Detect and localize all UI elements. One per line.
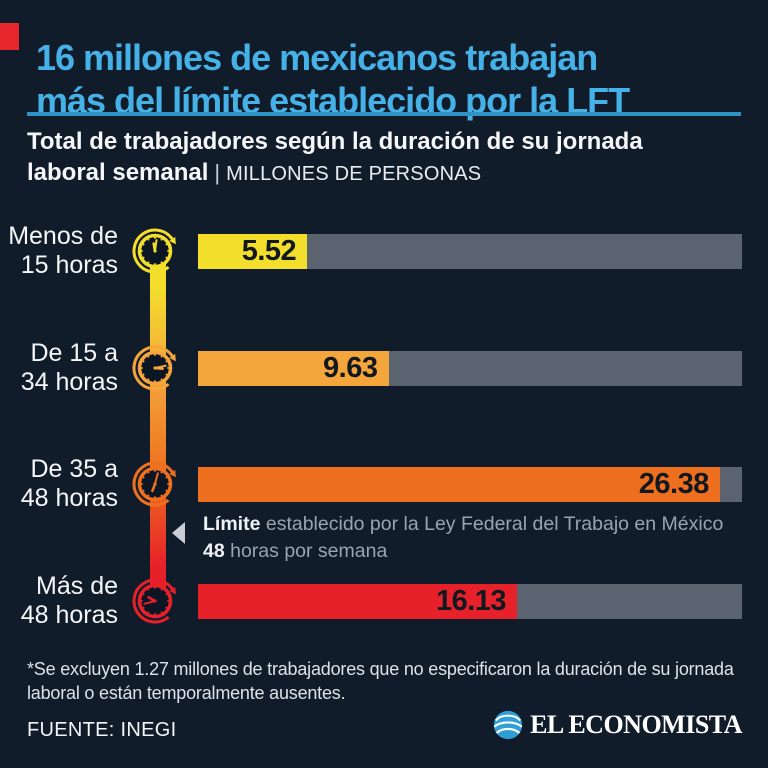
clock-icon <box>132 345 176 391</box>
category-label-line1: Menos de <box>8 222 118 250</box>
globe-icon <box>493 710 523 740</box>
bar-fill: 5.52 <box>198 233 308 269</box>
category-label-line1: De 15 a <box>30 339 118 367</box>
chart-subtitle: Total de trabajadores según la duración … <box>27 126 747 188</box>
bar-track: 5.52 <box>198 233 742 269</box>
category-label-line1: De 35 a <box>30 455 118 483</box>
clock-icon <box>132 228 176 274</box>
bar-track: 9.63 <box>198 350 742 386</box>
category-label: Menos de 15 horas <box>0 222 118 280</box>
chart-row: De 35 a 48 horas 26.38 <box>0 455 768 512</box>
page-title: 16 millones de mexicanos trabajan más del… <box>36 36 756 122</box>
bar-track: 16.13 <box>198 583 742 619</box>
category-label-line2: 15 horas <box>20 251 118 279</box>
category-label: De 15 a 34 horas <box>0 339 118 397</box>
footnote: *Se excluyen 1.27 millones de trabajador… <box>27 659 734 703</box>
bar-value-label: 9.63 <box>323 351 378 384</box>
category-label: De 35 a 48 horas <box>0 455 118 513</box>
limit-annotation-rest2: horas por semana <box>224 540 388 562</box>
chart-subtitle-line2: laboral semanal <box>27 159 209 186</box>
bar-fill: 16.13 <box>198 583 518 619</box>
divider-rule <box>27 112 741 116</box>
bar-track: 26.38 <box>198 466 742 502</box>
bar-value-label: 5.52 <box>241 234 297 267</box>
bar-fill: 9.63 <box>198 350 389 386</box>
units-label: MILLONES DE PERSONAS <box>226 163 482 185</box>
page-title-line1: 16 millones de mexicanos trabajan <box>36 37 598 79</box>
publisher-logo-text: EL ECONOMISTA <box>530 710 742 739</box>
category-label-line1: Más de <box>36 572 118 600</box>
category-label-line2: 34 horas <box>20 368 118 396</box>
bar-value-label: 26.38 <box>638 467 710 500</box>
limit-annotation: Límite establecido por la Ley Federal de… <box>172 511 723 565</box>
publisher-logo: EL ECONOMISTA <box>493 710 742 740</box>
clock-timeline-gradient <box>150 251 166 601</box>
subtitle-separator: | <box>214 160 221 185</box>
bar-value-label: 16.13 <box>435 584 507 617</box>
chart-row: De 15 a 34 horas 9.63 <box>0 339 768 396</box>
category-label: Más de 48 horas <box>0 572 118 630</box>
left-triangle-icon <box>172 522 185 544</box>
bar-fill: 26.38 <box>198 466 720 502</box>
chart-subtitle-line1: Total de trabajadores según la duración … <box>27 128 643 155</box>
limit-annotation-text: Límite establecido por la Ley Federal de… <box>203 511 723 565</box>
category-label-line2: 48 horas <box>20 601 118 629</box>
source-label: FUENTE: INEGI <box>27 719 177 741</box>
limit-annotation-bold2: 48 <box>203 540 225 562</box>
clock-icon <box>132 461 176 507</box>
chart-row: Más de 48 horas 16.13 <box>0 572 768 629</box>
clock-icon <box>132 578 176 624</box>
limit-annotation-rest1: establecido por la Ley Federal del Traba… <box>260 513 724 535</box>
accent-square <box>0 23 19 50</box>
chart-row: Menos de 15 horas 5.52 <box>0 222 768 279</box>
category-label-line2: 48 horas <box>20 484 118 512</box>
limit-annotation-bold1: Límite <box>203 513 261 535</box>
